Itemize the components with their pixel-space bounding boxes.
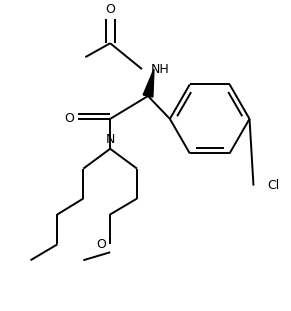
Text: NH: NH [151, 63, 170, 76]
Text: Cl: Cl [267, 179, 280, 192]
Text: O: O [105, 3, 115, 16]
Text: O: O [65, 112, 74, 125]
Text: N: N [105, 133, 115, 146]
Polygon shape [143, 69, 154, 97]
Text: O: O [96, 238, 106, 251]
